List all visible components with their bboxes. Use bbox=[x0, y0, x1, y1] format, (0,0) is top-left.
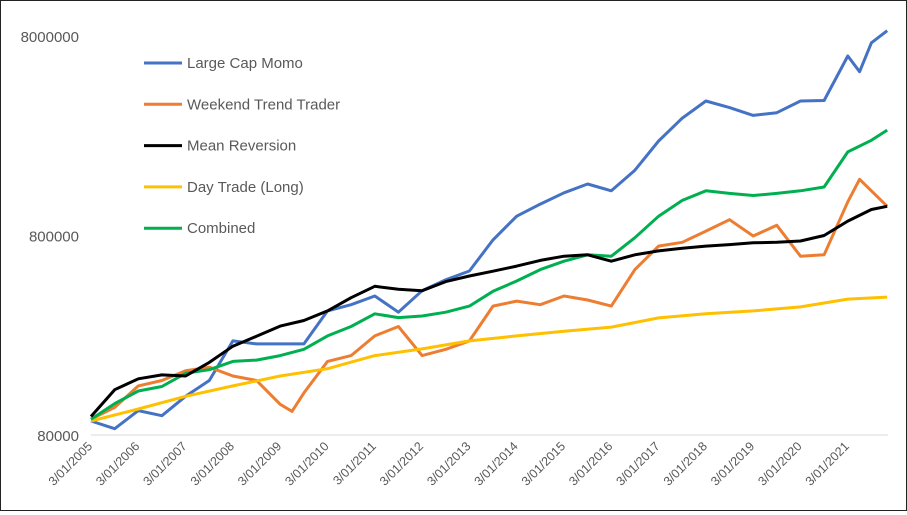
series-line-day-trade-long bbox=[90, 295, 888, 423]
series-line-weekend-trend-trader bbox=[90, 177, 889, 421]
x-tick-label: 3/01/2019 bbox=[708, 439, 757, 488]
x-tick-label: 3/01/2006 bbox=[93, 439, 142, 488]
x-tick-label: 3/01/2015 bbox=[519, 439, 568, 488]
legend-label: Combined bbox=[187, 220, 255, 237]
series-line-mean-reversion bbox=[89, 204, 888, 418]
legend-item: Large Cap Momo bbox=[144, 55, 303, 72]
x-tick-label: 3/01/2011 bbox=[330, 439, 379, 488]
x-tick-label: 3/01/2008 bbox=[188, 439, 237, 488]
series-line-combined bbox=[90, 128, 889, 421]
legend-item: Combined bbox=[144, 220, 255, 237]
legend-label: Mean Reversion bbox=[187, 138, 296, 155]
y-tick-label: 800000 bbox=[29, 229, 79, 246]
x-tick-label: 3/01/2014 bbox=[472, 439, 521, 488]
x-tick-label: 3/01/2007 bbox=[141, 439, 190, 488]
legend-item: Weekend Trend Trader bbox=[144, 96, 340, 113]
x-tick-label: 3/01/2010 bbox=[282, 439, 331, 488]
legend-label: Weekend Trend Trader bbox=[187, 96, 340, 113]
x-tick-label: 3/01/2021 bbox=[803, 439, 852, 488]
x-tick-label: 3/01/2018 bbox=[661, 439, 710, 488]
x-tick-label: 3/01/2016 bbox=[566, 439, 615, 488]
x-tick-label: 3/01/2013 bbox=[424, 439, 473, 488]
y-tick-label: 8000000 bbox=[21, 29, 79, 46]
x-tick-label: 3/01/2012 bbox=[377, 439, 426, 488]
legend-label: Large Cap Momo bbox=[187, 55, 303, 72]
x-tick-label: 3/01/2017 bbox=[614, 439, 663, 488]
x-tick-label: 3/01/2020 bbox=[755, 439, 804, 488]
legend-item: Day Trade (Long) bbox=[144, 179, 304, 196]
x-tick-label: 3/01/2009 bbox=[235, 439, 284, 488]
x-tick-label: 3/01/2005 bbox=[46, 439, 95, 488]
legend-label: Day Trade (Long) bbox=[187, 179, 304, 196]
y-tick-label: 80000 bbox=[37, 428, 79, 445]
legend-item: Mean Reversion bbox=[144, 138, 296, 155]
